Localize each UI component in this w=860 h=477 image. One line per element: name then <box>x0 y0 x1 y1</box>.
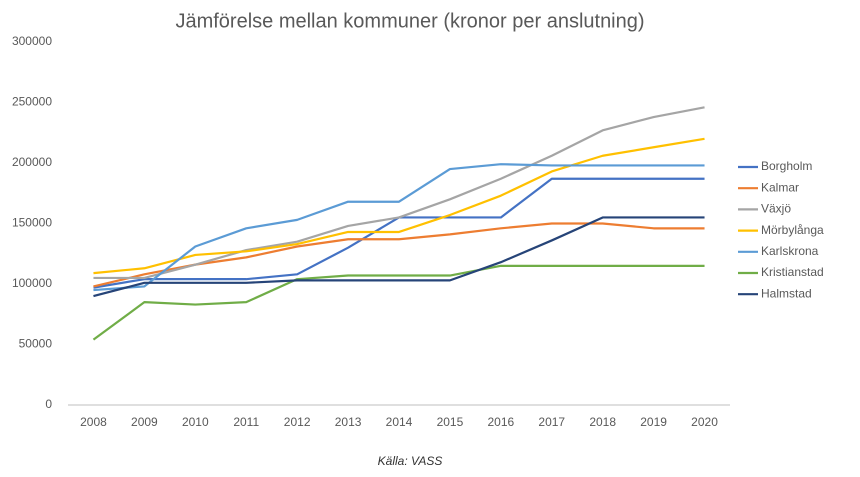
y-tick-label: 150000 <box>12 216 52 230</box>
y-tick-label: 100000 <box>12 276 52 290</box>
x-tick-label: 2017 <box>538 415 565 429</box>
x-tick-label: 2011 <box>233 415 259 429</box>
x-tick-label: 2019 <box>640 415 667 429</box>
series-line <box>93 137 705 275</box>
x-tick-label: 2009 <box>131 415 158 429</box>
y-tick-label: 0 <box>45 397 52 411</box>
x-tick-label: 2020 <box>691 415 718 429</box>
series-line <box>93 163 705 292</box>
legend-label: Borgholm <box>761 159 812 173</box>
y-tick-label: 50000 <box>19 337 53 351</box>
y-tick-label: 250000 <box>12 95 52 109</box>
legend-label: Halmstad <box>761 286 812 300</box>
series-line <box>93 106 705 280</box>
chart-title: Jämförelse mellan kommuner (kronor per a… <box>175 10 644 32</box>
series-line <box>92 264 705 341</box>
x-tick-label: 2008 <box>80 415 107 429</box>
x-tick-label: 2013 <box>335 415 362 429</box>
x-tick-label: 2010 <box>182 415 209 429</box>
series-line <box>93 216 705 298</box>
legend-label: Kristianstad <box>761 265 824 279</box>
legend-label: Kalmar <box>761 180 799 194</box>
y-tick-label: 200000 <box>12 155 52 169</box>
x-tick-label: 2018 <box>589 415 616 429</box>
x-tick-label: 2015 <box>437 415 464 429</box>
x-tick-label: 2016 <box>487 415 514 429</box>
x-tick-label: 2014 <box>386 415 413 429</box>
legend-label: Växjö <box>761 202 791 216</box>
x-tick-label: 2012 <box>284 415 311 429</box>
legend-label: Karlskrona <box>761 244 819 258</box>
y-tick-label: 300000 <box>12 34 52 48</box>
legend-label: Mörbylånga <box>761 223 824 237</box>
footnote: Källa: VASS <box>378 454 443 468</box>
